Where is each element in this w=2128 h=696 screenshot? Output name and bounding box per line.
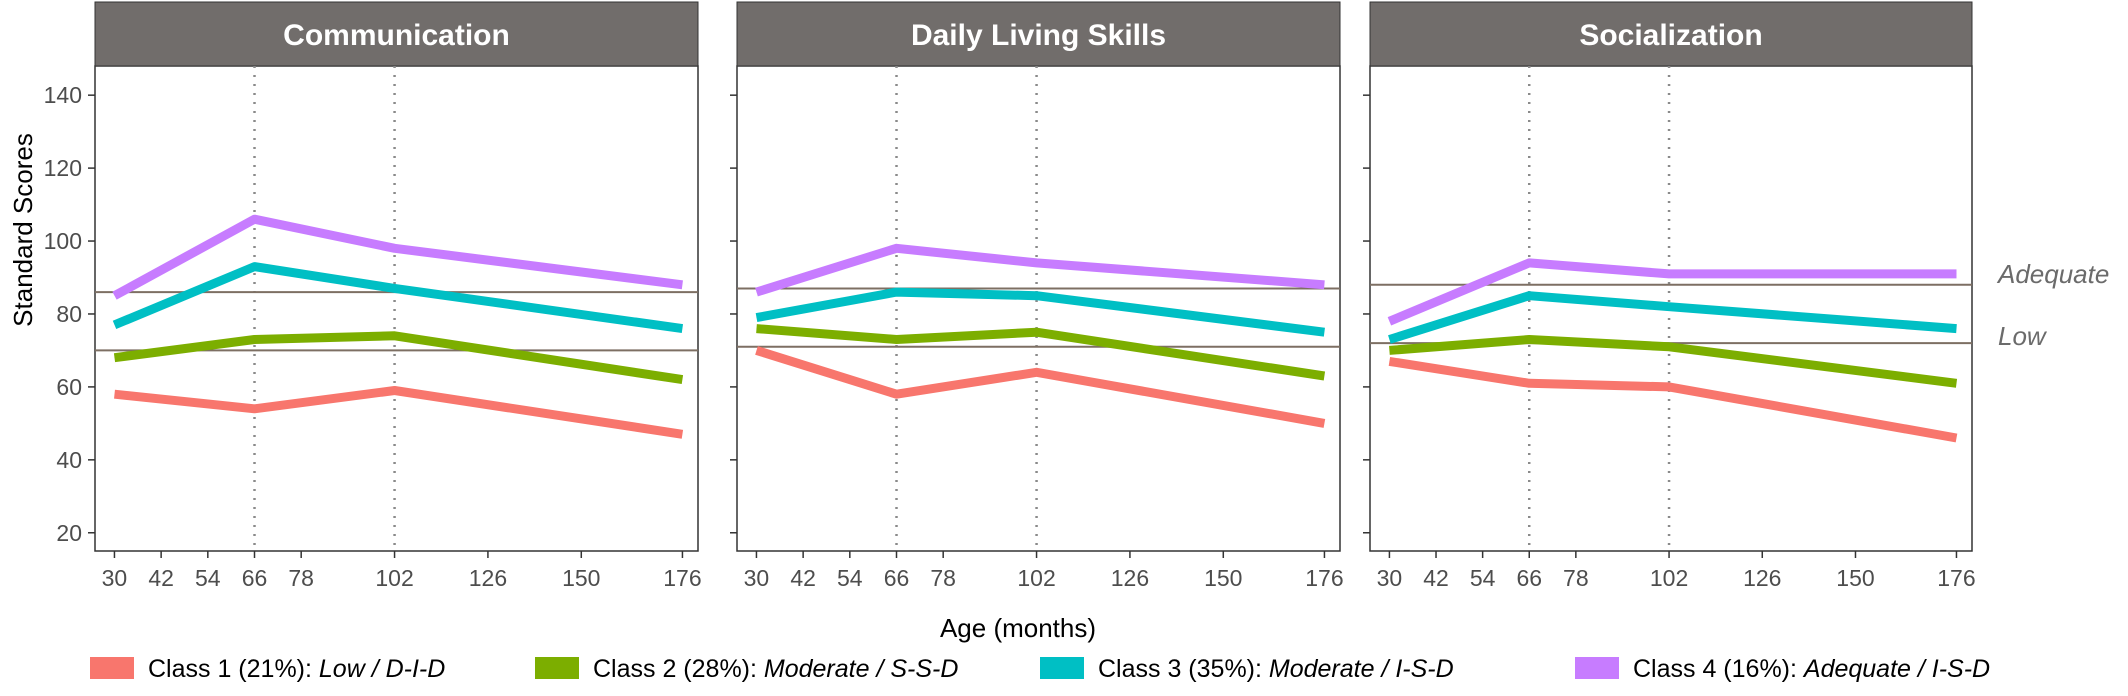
x-tick-label: 66 xyxy=(1516,565,1542,591)
x-tick-label: 42 xyxy=(148,565,174,591)
series-line-class-4 xyxy=(1387,258,1957,326)
x-tick-label: 30 xyxy=(102,565,128,591)
series-line-class-3 xyxy=(112,262,684,334)
facet-panels: Communication 30 42 54 66 78 102 126 150 176 20 40 6… xyxy=(44,1,2109,591)
panel-border xyxy=(736,65,1341,552)
low-label: Low xyxy=(1998,321,2048,351)
y-tick-label: 80 xyxy=(56,301,82,327)
legend-label-class: Class 3 (35%): xyxy=(1098,655,1269,683)
legend-swatch xyxy=(90,657,134,679)
panel-communication: Communication 30 42 54 66 78 102 126 150 176 20 40 6… xyxy=(44,1,702,591)
x-tick-label: 42 xyxy=(790,565,816,591)
facet-strip xyxy=(736,1,1341,67)
facet-title: Daily Living Skills xyxy=(911,19,1166,52)
legend-label: Class 1 (21%): Low / D-I-D xyxy=(148,655,445,683)
legend-label-profile: Adequate / I-S-D xyxy=(1802,655,1990,683)
x-tick-label: 54 xyxy=(837,565,863,591)
series-line-class-1 xyxy=(1388,356,1958,443)
x-tick-label: 150 xyxy=(562,565,600,591)
x-tick-label: 78 xyxy=(1563,565,1589,591)
x-axis-title: Age (months) xyxy=(940,613,1096,643)
x-tick-label: 126 xyxy=(1743,565,1781,591)
series-line-class-2 xyxy=(113,331,684,385)
x-tick-label: 54 xyxy=(195,565,221,591)
legend: Class 1 (21%): Low / D-I-D Class 2 (28%):… xyxy=(90,655,1990,683)
y-tick-label: 60 xyxy=(56,374,82,400)
x-tick-label: 78 xyxy=(930,565,956,591)
legend-label-class: Class 2 (28%): xyxy=(593,655,764,683)
x-tick-label: 102 xyxy=(1650,565,1688,591)
legend-item-class-2: Class 2 (28%): Moderate / S-S-D xyxy=(535,655,958,683)
legend-label-profile: Moderate / S-S-D xyxy=(764,655,959,683)
facet-strip xyxy=(1369,1,1973,67)
x-tick-label: 126 xyxy=(1111,565,1149,591)
legend-label-profile: Moderate / I-S-D xyxy=(1269,655,1454,683)
legend-item-class-4: Class 4 (16%): Adequate / I-S-D xyxy=(1575,655,1990,683)
legend-label-profile: Low / D-I-D xyxy=(319,655,445,683)
legend-label: Class 4 (16%): Adequate / I-S-D xyxy=(1633,655,1990,683)
x-tick-label: 102 xyxy=(375,565,413,591)
legend-label: Class 2 (28%): Moderate / S-S-D xyxy=(593,655,958,683)
series-line-class-2 xyxy=(756,324,1326,381)
series-line-class-3 xyxy=(1388,291,1957,344)
x-tick-label: 150 xyxy=(1204,565,1242,591)
series-line-class-1 xyxy=(755,346,1326,428)
panel-socialization: Socialization 30 42 54 66 78 102 126 150 176 xyxy=(1363,1,1976,591)
legend-item-class-3: Class 3 (35%): Moderate / I-S-D xyxy=(1040,655,1454,683)
x-tick-label: 30 xyxy=(744,565,770,591)
x-tick-label: 176 xyxy=(1305,565,1343,591)
y-tick-label: 120 xyxy=(44,155,82,181)
x-tick-label: 78 xyxy=(288,565,314,591)
x-tick-label: 66 xyxy=(884,565,910,591)
x-tick-label: 42 xyxy=(1423,565,1449,591)
y-tick-label: 40 xyxy=(56,447,82,473)
legend-item-class-1: Class 1 (21%): Low / D-I-D xyxy=(90,655,445,683)
legend-label-class: Class 4 (16%): xyxy=(1633,655,1804,683)
series-line-class-4 xyxy=(112,214,683,300)
y-axis-title: Standard Scores xyxy=(8,133,38,327)
x-tick-label: 176 xyxy=(1937,565,1975,591)
x-tick-label: 54 xyxy=(1470,565,1496,591)
panel-border xyxy=(94,65,699,552)
facet-title: Communication xyxy=(283,19,510,52)
facet-strip xyxy=(94,1,699,67)
y-tick-label: 100 xyxy=(44,228,82,254)
x-tick-label: 126 xyxy=(469,565,507,591)
legend-swatch xyxy=(535,657,579,679)
x-tick-label: 150 xyxy=(1836,565,1874,591)
adequate-label: Adequate xyxy=(1996,259,2109,289)
legend-label: Class 3 (35%): Moderate / I-S-D xyxy=(1098,655,1454,683)
legend-swatch xyxy=(1575,657,1619,679)
y-tick-label: 140 xyxy=(44,82,82,108)
x-tick-label: 66 xyxy=(242,565,268,591)
y-tick-label: 20 xyxy=(56,520,82,546)
series-line-class-3 xyxy=(755,287,1325,337)
x-tick-label: 102 xyxy=(1017,565,1055,591)
panel-daily-living-skills: Daily Living Skills 30 42 54 66 78 102 126 150 17… xyxy=(730,1,1344,591)
x-tick-label: 176 xyxy=(663,565,701,591)
series-line-class-1 xyxy=(114,386,684,439)
facet-title: Socialization xyxy=(1579,19,1762,52)
series-line-class-2 xyxy=(1389,335,1958,388)
series-line-class-4 xyxy=(755,243,1325,297)
x-tick-label: 30 xyxy=(1377,565,1403,591)
legend-label-class: Class 1 (21%): xyxy=(148,655,319,683)
legend-swatch xyxy=(1040,657,1084,679)
